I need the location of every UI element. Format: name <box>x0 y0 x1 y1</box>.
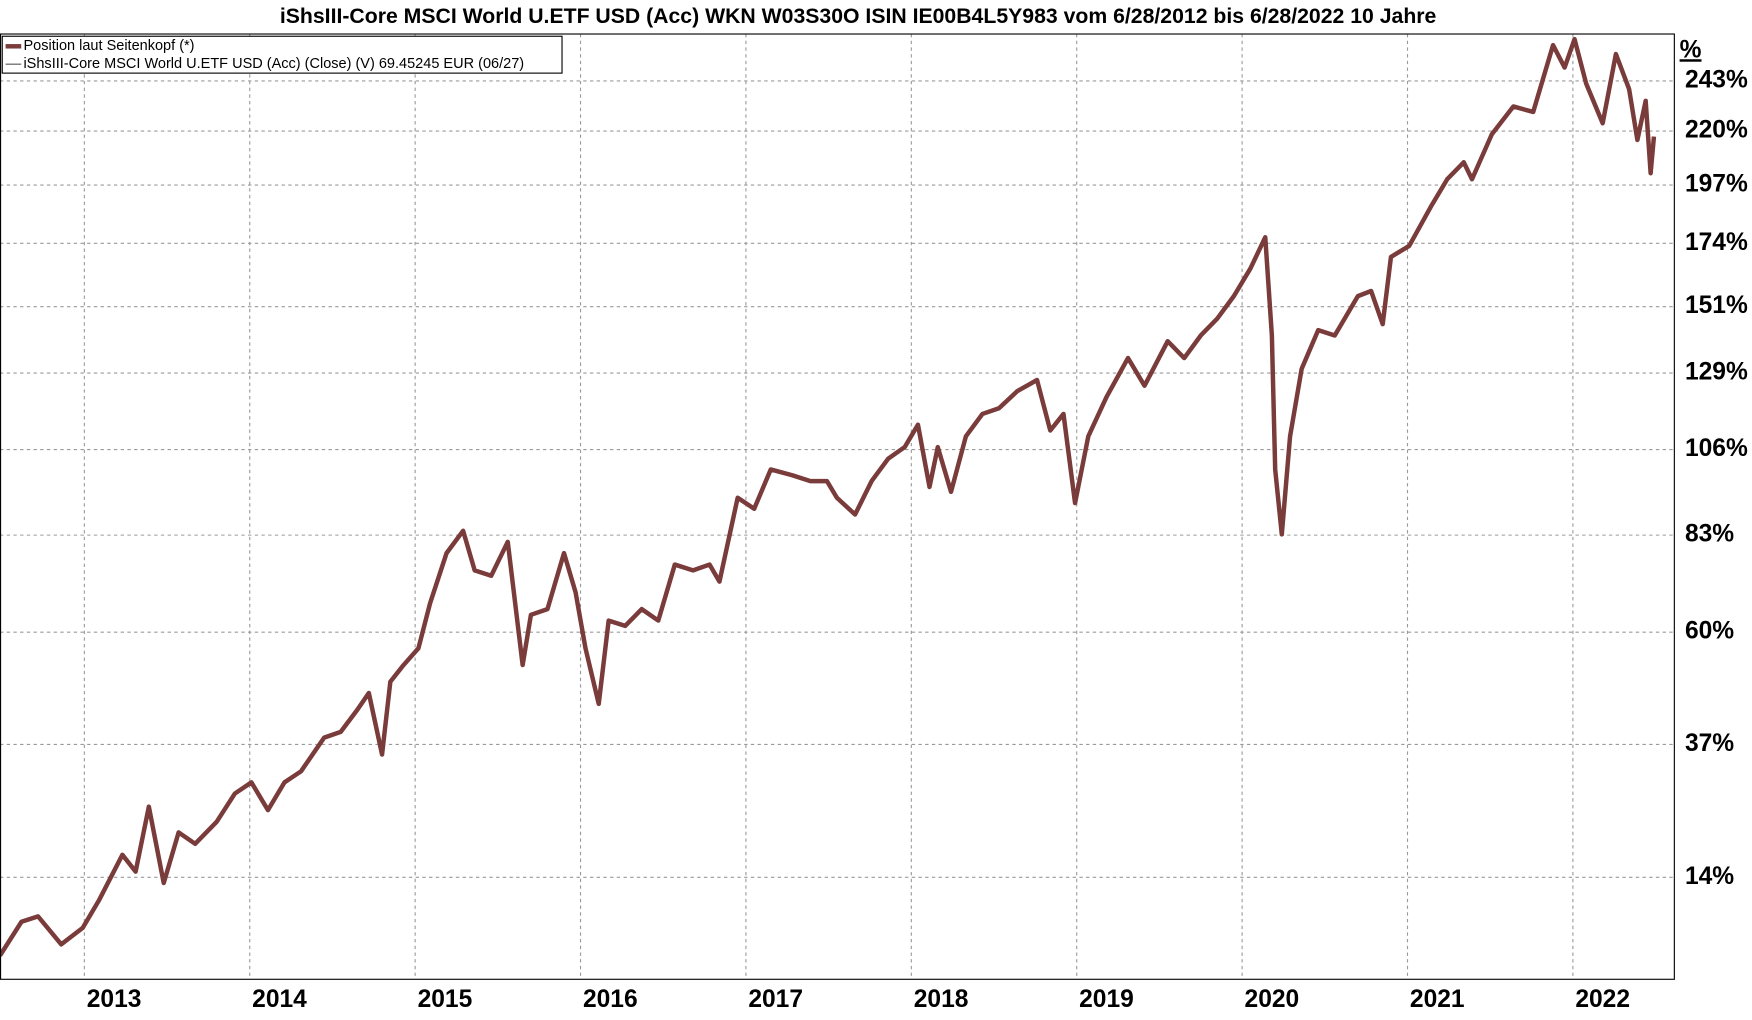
y-tick-label: 197% <box>1685 171 1748 198</box>
labels: 14% 37% 60% 83% 106% 129% 151% 174% 197% 220% 243%… <box>87 66 1748 1013</box>
x-tick-label: 2015 <box>418 986 473 1013</box>
x-tick-label: 2020 <box>1245 986 1300 1013</box>
legend-box <box>1 35 563 74</box>
y-tick-label: 37% <box>1685 730 1734 757</box>
plot <box>0 36 1657 957</box>
y-tick-label: 60% <box>1685 618 1734 645</box>
x-tick-label: 2014 <box>252 986 307 1013</box>
x-tick-label: 2019 <box>1079 986 1134 1013</box>
y-tick-label: 83% <box>1685 521 1734 548</box>
chart-title: iShsIII-Core MSCI World U.ETF USD (Acc) … <box>280 5 1437 28</box>
y-unit-label: % <box>1680 36 1702 63</box>
x-tick-label: 2013 <box>87 986 142 1013</box>
series-line <box>0 36 1657 957</box>
x-tick-label: 2018 <box>914 986 969 1013</box>
grid <box>0 34 1674 980</box>
x-tick-label: 2022 <box>1575 986 1630 1013</box>
y-tick-label: 243% <box>1685 66 1748 93</box>
y-tick-label: 14% <box>1685 863 1734 890</box>
legend: Position laut Seitenkopf (*) iShsIII-Core… <box>1 35 563 74</box>
plot-frame <box>0 33 1675 980</box>
y-tick-label: 174% <box>1685 229 1748 256</box>
x-tick-label: 2021 <box>1410 986 1465 1013</box>
x-tick-label: 2016 <box>583 986 638 1013</box>
y-tick-label: 220% <box>1685 117 1748 144</box>
legend-label: Position laut Seitenkopf (*) <box>23 38 194 54</box>
y-tick-label: 129% <box>1685 359 1748 386</box>
x-tick-label: 2017 <box>748 986 803 1013</box>
legend-label: iShsIII-Core MSCI World U.ETF USD (Acc) … <box>23 56 524 72</box>
y-tick-label: 151% <box>1685 292 1748 319</box>
y-tick-label: 106% <box>1685 435 1748 462</box>
